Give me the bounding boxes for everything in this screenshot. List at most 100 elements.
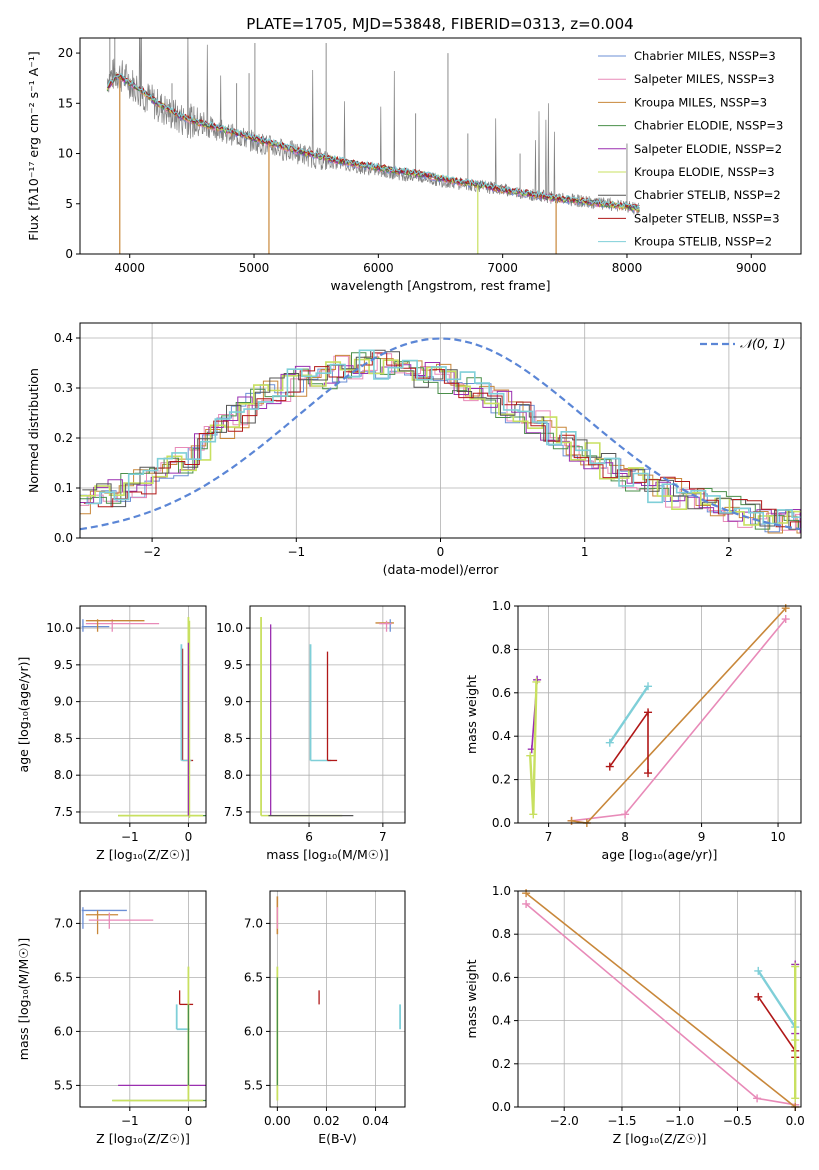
age_vs_metallicity-frame xyxy=(79,605,207,824)
age_vs_metallicity-ylabel: age [log₁₀(age/yr)] xyxy=(16,657,31,773)
point-salpeter_miles xyxy=(753,1094,762,1103)
y-tick-label: 7.0 xyxy=(244,916,263,930)
legend-label-kroupa_elodie: Kroupa ELODIE, NSSP=3 xyxy=(634,165,775,179)
x-tick-label: 0.04 xyxy=(362,1114,389,1128)
mass_vs_ebv-frame xyxy=(269,890,406,1108)
x-tick-label: 2 xyxy=(725,545,733,559)
mass_vs_metallicity-axes: −1 0 5.5 6.0 6.5 7.0 Z [log₁₀(Z/Z☉)] mass [log₁… xyxy=(16,890,207,1146)
series-kroupa_stelib xyxy=(608,685,649,744)
x-tick-label: 8000 xyxy=(612,261,643,275)
point-salpeter_stelib xyxy=(644,708,653,717)
point-kroupa_miles xyxy=(522,889,531,898)
massweight_vs_age-xlabel: age [log₁₀(age/yr)] xyxy=(602,847,718,862)
spectrum-frame xyxy=(79,37,802,255)
residual-histogram-kroupa_stelib xyxy=(85,349,801,525)
x-tick-label: 10 xyxy=(770,830,785,844)
figure-title: PLATE=1705, MJD=53848, FIBERID=0313, z=0… xyxy=(246,15,633,33)
model-spectrum-chabrier_elodie xyxy=(106,73,640,212)
legend-label-salpeter_elodie: Salpeter ELODIE, NSSP=2 xyxy=(634,142,782,156)
point-salpeter_miles xyxy=(621,810,630,819)
point-salpeter_miles xyxy=(781,615,790,624)
y-tick-label: 0.0 xyxy=(492,1100,511,1114)
model-spectrum-chabrier_stelib xyxy=(107,73,640,211)
x-tick-label: 0.00 xyxy=(264,1114,291,1128)
y-tick-label: 6.5 xyxy=(54,970,73,984)
y-tick-label: 8.0 xyxy=(224,768,243,782)
point-kroupa_elodie xyxy=(791,1036,800,1045)
y-tick-label: 7.5 xyxy=(54,805,73,819)
x-tick-label: −1.0 xyxy=(665,1114,694,1128)
y-tick-label: 8.5 xyxy=(54,731,73,745)
x-tick-label: 6 xyxy=(305,830,313,844)
gaussian-curve xyxy=(80,337,801,531)
spectrum-legend: Chabrier MILES, NSSP=3 Salpeter MILES, NS… xyxy=(598,49,783,249)
residual-histogram-kroupa_miles xyxy=(80,354,801,534)
series-salpeter_stelib xyxy=(757,996,797,1058)
residuals-xlabel: (data-model)/error xyxy=(383,562,500,577)
y-tick-label: 0.0 xyxy=(492,816,511,830)
residual-histogram-kroupa_elodie xyxy=(80,358,801,526)
y-tick-label: 0.2 xyxy=(492,773,511,787)
legend-label-chabrier_miles: Chabrier MILES, NSSP=3 xyxy=(634,49,776,63)
y-tick-label: 0.6 xyxy=(492,686,511,700)
point-kroupa_elodie xyxy=(791,1094,800,1103)
x-tick-label: 7000 xyxy=(487,261,518,275)
y-tick-label: 8.0 xyxy=(54,768,73,782)
x-tick-label: 0 xyxy=(185,1114,193,1128)
massweight_vs_metallicity-axes: −2.0 −1.5 −1.0 −0.5 0.0 0.0 0.2 0.4 0.6 0.8 1.0 Z [… xyxy=(464,884,805,1146)
legend-label-chabrier_stelib: Chabrier STELIB, NSSP=2 xyxy=(634,188,781,202)
point-salpeter_stelib xyxy=(754,992,763,1001)
age_vs_mass-frame xyxy=(249,605,406,824)
y-tick-label: 0.4 xyxy=(54,331,73,345)
x-tick-label: −0.5 xyxy=(723,1114,752,1128)
x-tick-label: 0 xyxy=(185,830,193,844)
x-tick-label: −1.5 xyxy=(607,1114,636,1128)
x-tick-label: −1 xyxy=(121,1114,139,1128)
y-tick-label: 7.5 xyxy=(224,805,243,819)
mass_vs_metallicity-xlabel: Z [log₁₀(Z/Z☉)] xyxy=(96,1131,190,1146)
age_vs_mass-xlabel: mass [log₁₀(M/M☉)] xyxy=(266,847,388,862)
point-kroupa_elodie xyxy=(791,962,800,971)
residual-histogram-salpeter_miles xyxy=(80,353,801,531)
model-spectrum-kroupa_stelib xyxy=(106,73,640,210)
spectrum-xlabel: wavelength [Angstrom, rest frame] xyxy=(330,278,550,293)
model-spectrum-kroupa_miles xyxy=(106,75,640,213)
point-kroupa_miles xyxy=(567,816,576,825)
age_vs_metallicity-axes: −1 0 7.5 8.0 8.5 9.0 9.5 10.0 Z [log₁₀(Z/Z☉)] age… xyxy=(16,605,207,862)
y-tick-label: 7.0 xyxy=(54,916,73,930)
massweight_vs_metallicity-ylabel: mass weight xyxy=(464,959,479,1038)
spectrum-ylabel: Flux [fλ10⁻¹⁷ erg cm⁻² s⁻¹ A⁻¹] xyxy=(26,51,41,240)
legend-label-gaussian: 𝒩(0, 1) xyxy=(740,336,786,351)
y-tick-label: 5.5 xyxy=(244,1078,263,1092)
model-spectrum-salpeter_elodie xyxy=(106,74,640,211)
series-kroupa_stelib xyxy=(757,970,797,1028)
point-kroupa_stelib xyxy=(605,738,614,747)
x-tick-label: −2.0 xyxy=(550,1114,579,1128)
legend-label-salpeter_stelib: Salpeter STELIB, NSSP=3 xyxy=(634,211,780,225)
mass_vs_metallicity-ylabel: mass [log₁₀(M/M☉)] xyxy=(16,938,31,1060)
age_vs_metallicity-xlabel: Z [log₁₀(Z/Z☉)] xyxy=(96,847,190,862)
mass_vs_ebv-xlabel: E(B-V) xyxy=(318,1131,357,1146)
clipped-group xyxy=(106,38,640,254)
y-tick-label: 0.2 xyxy=(492,1057,511,1071)
massweight_vs_age-axes: 7 8 9 10 0.0 0.2 0.4 0.6 0.8 1.0 age [log₁₀(age/yr… xyxy=(464,599,802,862)
y-tick-label: 15 xyxy=(58,96,73,110)
x-tick-label: 0.02 xyxy=(313,1114,340,1128)
series-kroupa_miles xyxy=(525,892,796,1108)
massweight_vs_metallicity-frame xyxy=(517,890,802,1108)
point-kroupa_elodie xyxy=(526,751,535,760)
y-tick-label: 5.5 xyxy=(54,1078,73,1092)
spectrum-axes: 4000 5000 6000 7000 8000 9000 0 5 10 15 20 waveleng… xyxy=(26,37,802,293)
y-tick-label: 10 xyxy=(58,147,73,161)
y-tick-label: 8.5 xyxy=(224,731,243,745)
y-tick-label: 1.0 xyxy=(492,599,511,613)
x-tick-label: 9 xyxy=(698,830,706,844)
residuals-ylabel: Normed distribution xyxy=(26,368,41,493)
y-tick-label: 0.0 xyxy=(54,531,73,545)
point-salpeter_stelib xyxy=(644,769,653,778)
y-tick-label: 5 xyxy=(65,197,73,211)
x-tick-label: 5000 xyxy=(239,261,270,275)
y-tick-label: 9.0 xyxy=(224,695,243,709)
x-tick-label: 4000 xyxy=(114,261,145,275)
